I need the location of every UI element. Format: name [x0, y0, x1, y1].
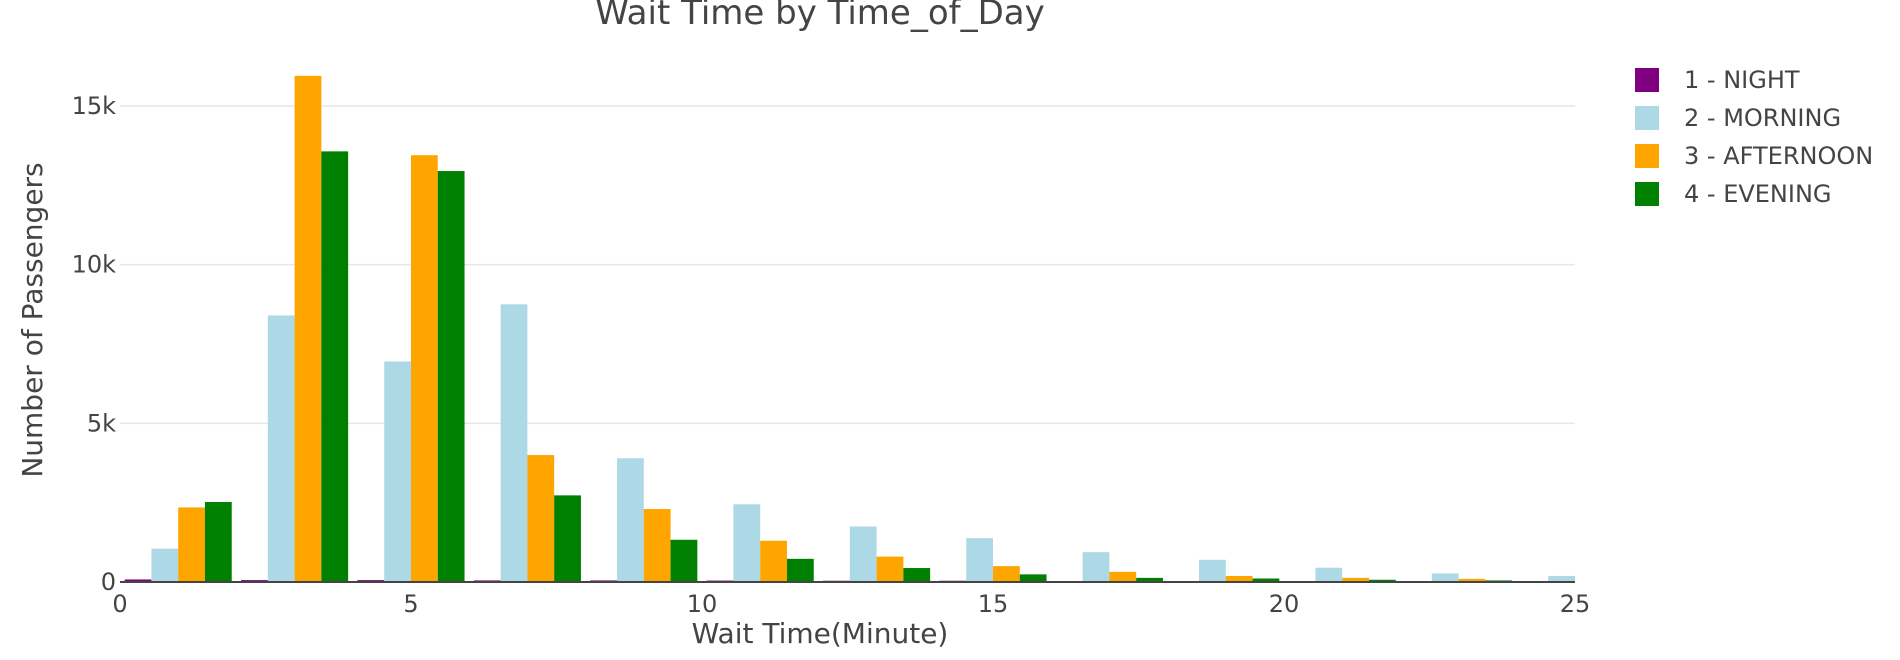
bar-2-morning [733, 504, 761, 582]
bar-4-evening [670, 539, 698, 582]
bar-3-afternoon [1109, 571, 1137, 582]
bar-2-morning [849, 526, 877, 582]
legend-label: 4 - EVENING [1684, 180, 1832, 208]
bar-4-evening [1368, 579, 1396, 582]
bar-4-evening [1019, 574, 1047, 582]
x-tick-label: 25 [1560, 590, 1591, 618]
legend-item[interactable]: 1 - NIGHT [1635, 66, 1800, 94]
legend-label: 1 - NIGHT [1684, 66, 1800, 94]
legend-swatch [1635, 68, 1659, 92]
bar-3-afternoon [643, 509, 671, 582]
axes: 0 5k 10k 15k 0 5 10 15 20 25 [72, 92, 1591, 618]
x-tick-label: 0 [112, 590, 127, 618]
bar-2-morning [384, 361, 411, 582]
legend-item[interactable]: 3 - AFTERNOON [1635, 142, 1873, 170]
x-axis-title: Wait Time(Minute) [692, 617, 949, 650]
bar-4-evening [554, 495, 581, 582]
bar-3-afternoon [993, 566, 1020, 582]
bar-1-night [124, 579, 152, 582]
y-tick-label: 5k [87, 409, 116, 437]
x-tick-label: 15 [978, 590, 1009, 618]
legend-swatch [1635, 144, 1659, 168]
bar-3-afternoon [1342, 577, 1369, 582]
bar-4-evening [321, 151, 349, 582]
legend-swatch [1635, 106, 1659, 130]
y-tick-label: 10k [72, 251, 117, 279]
y-axis-title: Number of Passengers [16, 162, 49, 477]
bar-2-morning [1431, 573, 1459, 582]
legend-label: 2 - MORNING [1684, 104, 1841, 132]
y-tick-label: 15k [72, 92, 117, 120]
bar-3-afternoon [411, 155, 438, 583]
bar-3-afternoon [760, 540, 787, 582]
bar-3-afternoon [294, 75, 322, 582]
bar-2-morning [500, 304, 528, 582]
bar-2-morning [1082, 552, 1110, 582]
bar-3-afternoon [527, 455, 555, 582]
x-tick-label: 20 [1269, 590, 1300, 618]
legend-swatch [1635, 182, 1659, 206]
legend-label: 3 - AFTERNOON [1684, 142, 1873, 170]
bar-4-evening [204, 502, 232, 582]
legend-item[interactable]: 2 - MORNING [1635, 104, 1841, 132]
legend-item[interactable]: 4 - EVENING [1635, 180, 1832, 208]
x-tick-label: 5 [403, 590, 418, 618]
bar-2-morning [1315, 567, 1343, 582]
bar-3-afternoon [876, 556, 904, 582]
bar-4-evening [437, 171, 465, 582]
bar-3-afternoon [1225, 575, 1253, 582]
x-tick-label: 10 [687, 590, 718, 618]
legend[interactable]: 1 - NIGHT 2 - MORNING 3 - AFTERNOON 4 - EVE… [1635, 66, 1873, 208]
bars [124, 75, 1575, 583]
bar-3-afternoon [1458, 578, 1486, 582]
bar-2-morning [1548, 575, 1575, 582]
bar-2-morning [151, 548, 179, 582]
y-tick-label: 0 [101, 568, 116, 596]
bar-4-evening [786, 558, 814, 582]
bar-4-evening [1136, 577, 1163, 582]
bar-4-evening [1252, 578, 1280, 582]
bar-2-morning [267, 315, 295, 582]
chart-title: Wait Time by Time_of_Day [595, 0, 1045, 33]
bar-2-morning [966, 538, 993, 582]
bar-2-morning [1199, 559, 1226, 582]
bar-2-morning [617, 458, 644, 582]
grid-lines [120, 105, 1575, 425]
bar-4-evening [903, 568, 931, 582]
bar-3-afternoon [178, 507, 205, 582]
